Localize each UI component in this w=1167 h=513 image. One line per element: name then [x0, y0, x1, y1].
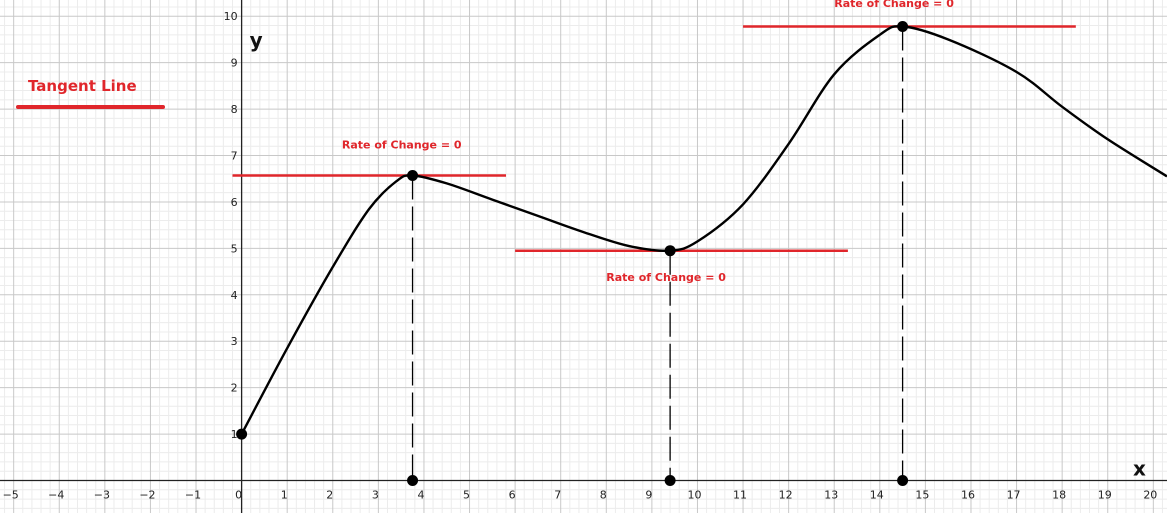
x-axis-label: x — [1133, 457, 1146, 481]
y-axis-label: y — [250, 28, 263, 52]
x-tick-label: 4 — [417, 489, 424, 502]
points — [236, 20, 909, 487]
data-point — [236, 428, 248, 440]
x-tick-label: 12 — [779, 489, 793, 502]
x-tick-labels: −5 −4 −3 −2 −1 0 1 2 3 4 5 6 7 8 9 10 11 12 13 14 15 16 17 18 19… — [3, 489, 1158, 502]
x-tick-label: 14 — [870, 489, 884, 502]
x-tick-label: 3 — [372, 489, 379, 502]
drop-lines — [411, 26, 904, 481]
x-tick-label: 13 — [824, 489, 838, 502]
x-tick-label: 20 — [1143, 489, 1157, 502]
x-tick-label: 9 — [645, 489, 652, 502]
data-point — [664, 475, 676, 487]
data-point — [407, 475, 419, 487]
rate-of-change-annotation: Rate of Change = 0 — [606, 271, 726, 284]
x-tick-label: 7 — [554, 489, 561, 502]
x-tick-label: −5 — [3, 489, 19, 502]
x-tick-label: −4 — [48, 489, 64, 502]
x-tick-label: 17 — [1007, 489, 1021, 502]
data-point — [664, 245, 676, 257]
y-tick-label: 9 — [231, 57, 238, 70]
x-tick-label: 15 — [915, 489, 929, 502]
rate-of-change-annotation: Rate of Change = 0 — [342, 139, 462, 152]
annotations: Rate of Change = 0 Rate of Change = 0 Rate… — [342, 0, 954, 284]
x-tick-label: 11 — [733, 489, 747, 502]
legend: Tangent Line — [16, 77, 165, 109]
x-tick-label: 8 — [600, 489, 607, 502]
x-tick-label: 5 — [463, 489, 470, 502]
x-tick-label: 1 — [281, 489, 288, 502]
y-tick-label: 6 — [231, 196, 238, 209]
x-tick-label: 0 — [235, 489, 242, 502]
y-tick-label: 4 — [231, 289, 238, 302]
y-tick-label: 8 — [231, 103, 238, 116]
legend-label: Tangent Line — [28, 77, 137, 95]
x-tick-label: −2 — [139, 489, 155, 502]
x-tick-label: 16 — [961, 489, 975, 502]
x-tick-label: 6 — [509, 489, 516, 502]
y-tick-label: 1 — [231, 428, 238, 441]
rate-of-change-annotation: Rate of Change = 0 — [834, 0, 954, 10]
y-tick-label: 5 — [231, 242, 238, 255]
y-tick-label: 7 — [231, 150, 238, 163]
y-tick-label: 3 — [231, 335, 238, 348]
x-tick-label: 10 — [687, 489, 701, 502]
data-point — [407, 169, 419, 181]
y-tick-label: 2 — [231, 382, 238, 395]
x-tick-label: 2 — [326, 489, 333, 502]
y-tick-labels: 1 2 3 4 5 6 7 8 9 10 — [224, 10, 238, 441]
x-tick-label: −3 — [94, 489, 110, 502]
x-tick-label: −1 — [185, 489, 201, 502]
x-tick-label: 18 — [1052, 489, 1066, 502]
y-tick-label: 10 — [224, 10, 238, 23]
data-point — [897, 20, 909, 32]
x-tick-label: 19 — [1098, 489, 1112, 502]
data-point — [897, 475, 909, 487]
